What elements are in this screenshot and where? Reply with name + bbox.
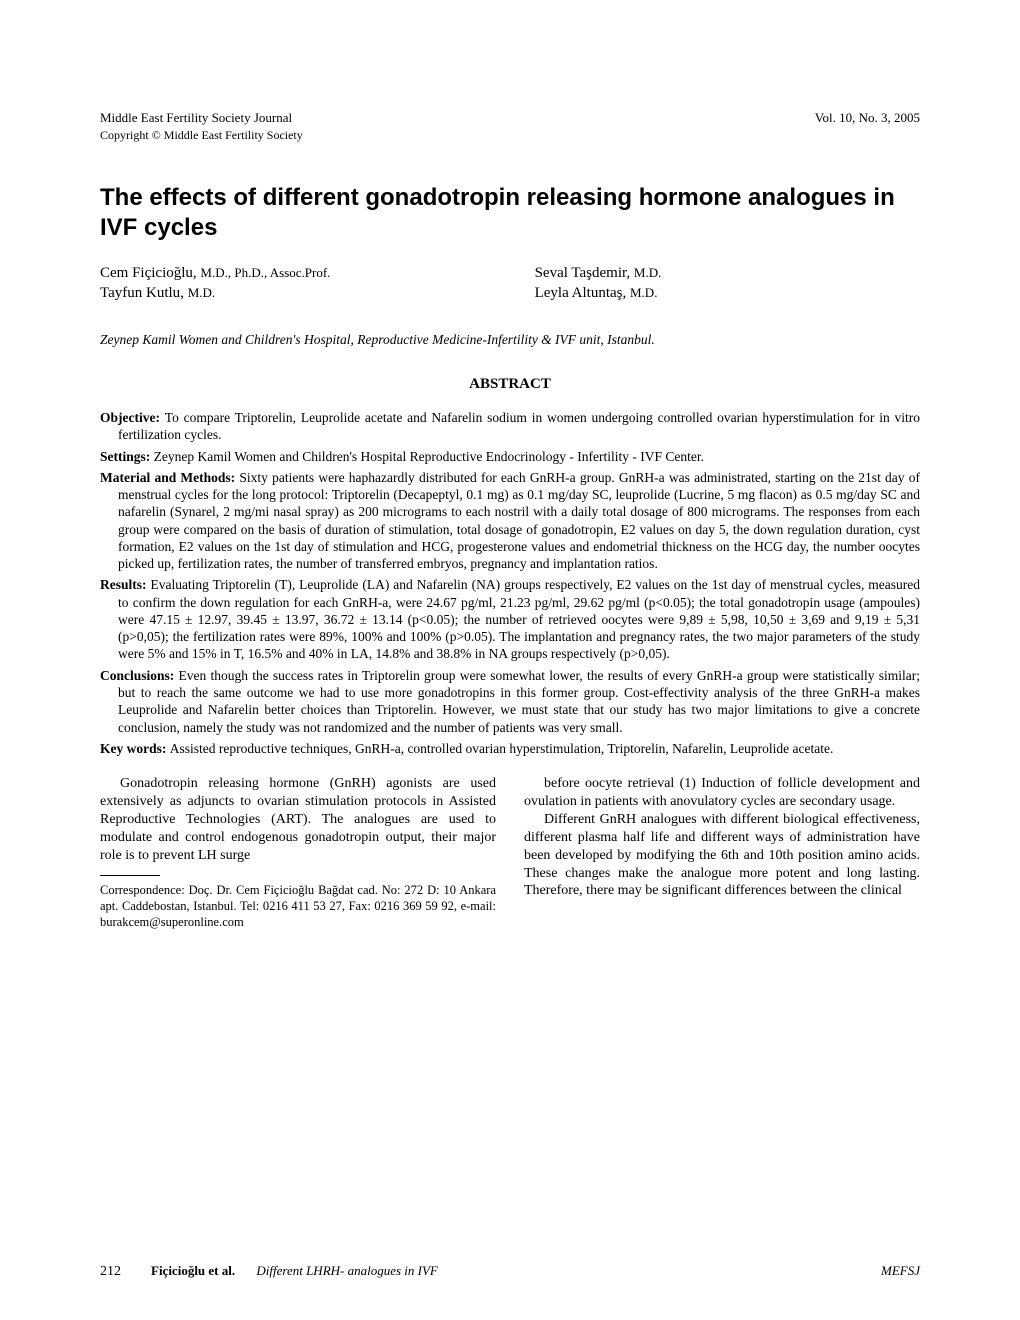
footer-journal-abbrev: MEFSJ	[881, 1263, 920, 1279]
author-4: Leyla Altuntaş, M.D.	[535, 285, 920, 302]
abstract-keywords: Key words: Assisted reproductive techniq…	[100, 740, 920, 757]
copyright-notice: Copyright © Middle East Fertility Societ…	[100, 128, 920, 143]
page-number: 212	[100, 1264, 121, 1280]
footer-running-title: Different LHRH- analogues in IVF	[256, 1263, 438, 1278]
body-para-2: before oocyte retrieval (1) Induction of…	[524, 775, 920, 811]
author-3-cred: M.D.	[188, 285, 215, 300]
abstract-conclusions: Conclusions: Even though the success rat…	[100, 667, 920, 736]
results-text: Evaluating Triptorelin (T), Leuprolide (…	[118, 577, 920, 661]
author-1: Cem Fiçicioğlu, M.D., Ph.D., Assoc.Prof.	[100, 265, 535, 282]
methods-label: Material and Methods:	[100, 470, 239, 485]
body-column-right: before oocyte retrieval (1) Induction of…	[524, 775, 920, 930]
author-1-cred: M.D., Ph.D., Assoc.Prof.	[200, 265, 330, 280]
journal-name: Middle East Fertility Society Journal	[100, 110, 292, 126]
body-para-1: Gonadotropin releasing hormone (GnRH) ag…	[100, 775, 496, 865]
objective-label: Objective:	[100, 410, 165, 425]
abstract-objective: Objective: To compare Triptorelin, Leupr…	[100, 409, 920, 444]
results-label: Results:	[100, 577, 150, 592]
correspondence-divider	[100, 875, 160, 876]
author-3: Tayfun Kutlu, M.D.	[100, 285, 535, 302]
settings-text: Zeynep Kamil Women and Children's Hospit…	[154, 449, 704, 464]
body-para-3: Different GnRH analogues with different …	[524, 811, 920, 901]
author-2-cred: M.D.	[634, 265, 661, 280]
keywords-text: Assisted reproductive techniques, GnRH-a…	[170, 741, 834, 756]
author-1-name: Cem Fiçicioğlu,	[100, 265, 200, 281]
issue-info: Vol. 10, No. 3, 2005	[815, 110, 920, 126]
settings-label: Settings:	[100, 449, 154, 464]
abstract-results: Results: Evaluating Triptorelin (T), Leu…	[100, 576, 920, 662]
footer-authors: Fiçicioğlu et al.	[151, 1263, 235, 1278]
author-4-cred: M.D.	[630, 285, 657, 300]
abstract-methods: Material and Methods: Sixty patients wer…	[100, 469, 920, 573]
abstract-heading: ABSTRACT	[100, 376, 920, 393]
abstract-settings: Settings: Zeynep Kamil Women and Childre…	[100, 448, 920, 465]
conclusions-text: Even though the success rates in Triptor…	[118, 668, 920, 735]
author-3-name: Tayfun Kutlu,	[100, 285, 188, 301]
author-2-name: Seval Taşdemir,	[535, 265, 634, 281]
author-2: Seval Taşdemir, M.D.	[535, 265, 920, 282]
page-footer: 212 Fiçicioğlu et al. Different LHRH- an…	[100, 1263, 920, 1280]
author-4-name: Leyla Altuntaş,	[535, 285, 630, 301]
article-title: The effects of different gonadotropin re…	[100, 183, 920, 243]
body-column-left: Gonadotropin releasing hormone (GnRH) ag…	[100, 775, 496, 930]
conclusions-label: Conclusions:	[100, 668, 179, 683]
objective-text: To compare Triptorelin, Leuprolide aceta…	[118, 410, 920, 442]
correspondence-block: Correspondence: Doç. Dr. Cem Fiçicioğlu …	[100, 882, 496, 931]
methods-text: Sixty patients were haphazardly distribu…	[118, 470, 920, 571]
affiliation: Zeynep Kamil Women and Children's Hospit…	[100, 332, 920, 348]
keywords-label: Key words:	[100, 741, 170, 756]
